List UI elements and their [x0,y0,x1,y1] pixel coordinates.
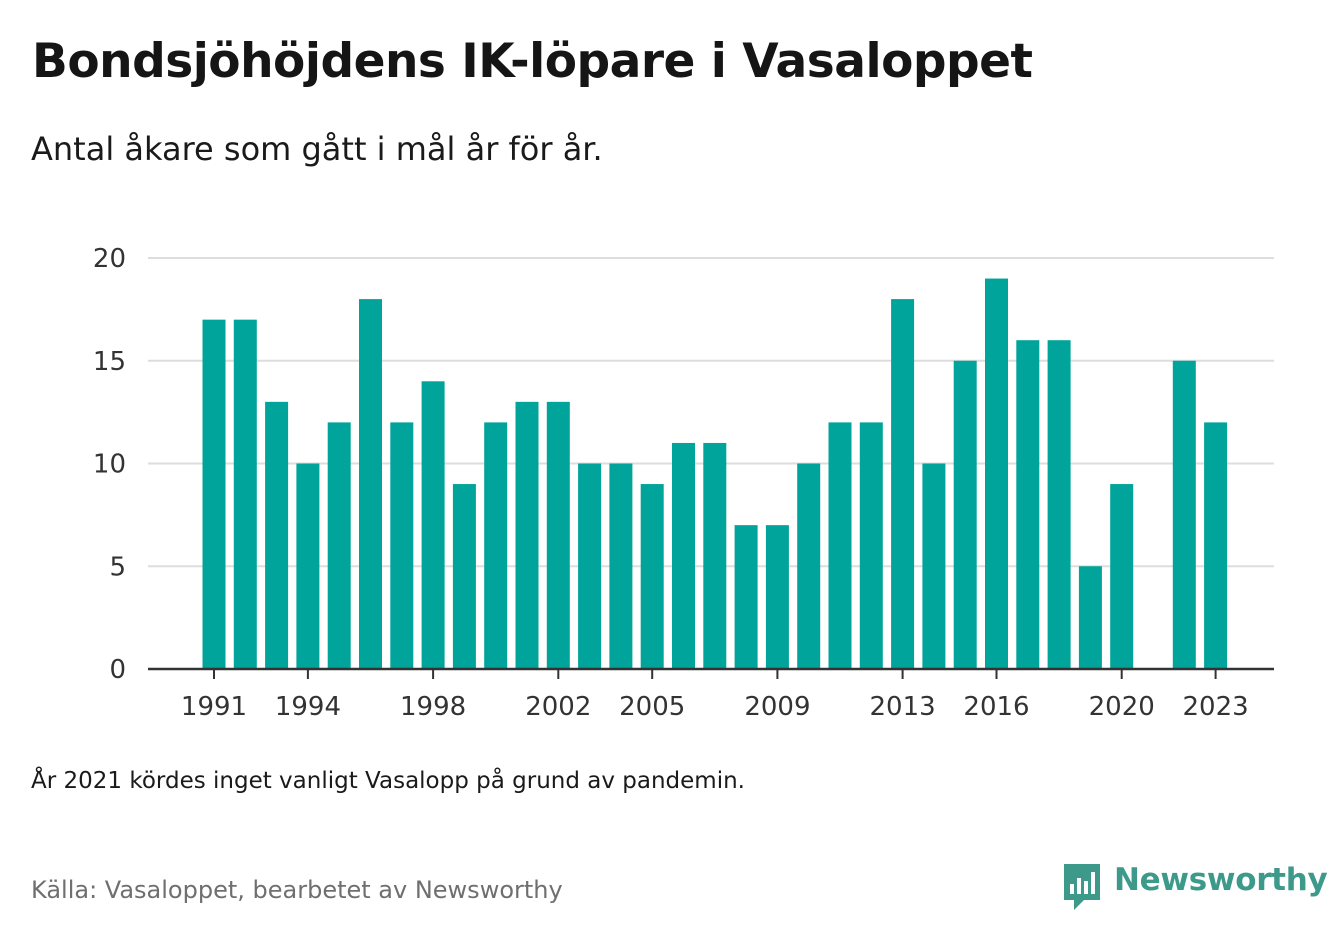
bar [859,422,883,669]
x-tick-label: 2013 [870,692,936,722]
x-tick-label: 2016 [963,692,1029,722]
x-tick-label: 1994 [275,692,341,722]
bar [765,525,789,669]
bar [985,278,1008,669]
x-tick-label: 2009 [744,692,810,722]
bar [1078,566,1102,669]
bar [1204,422,1228,669]
bar [390,422,414,669]
x-tick-label: 2002 [525,692,591,722]
chart-subtitle: Antal åkare som gått i mål år för år. [31,130,603,168]
bar [1110,484,1134,669]
y-tick-label: 10 [93,450,126,480]
bar [452,484,476,669]
bar [1047,340,1071,669]
chart-title: Bondsjöhöjdens IK-löpare i Vasaloppet [32,34,1033,89]
brand-name: Newsworthy [1114,862,1328,898]
bar [672,442,695,669]
bar [546,401,570,669]
bar [484,422,508,669]
bar [828,422,852,669]
bar [953,360,977,669]
x-tick-label: 2020 [1089,692,1155,722]
bar [640,484,664,669]
x-tick-label: 2023 [1183,692,1249,722]
source-credit: Källa: Vasaloppet, bearbetet av Newswort… [31,876,563,904]
bar [202,319,226,669]
y-tick-label: 20 [93,244,126,274]
bar [359,299,382,669]
x-axis [148,667,1274,679]
bar [265,401,289,669]
x-tick-label: 1991 [181,692,247,722]
newsworthy-logo: Newsworthy [1062,862,1328,912]
y-tick-label: 5 [109,552,126,582]
bar [734,525,758,669]
chart-note: År 2021 kördes inget vanligt Vasalopp på… [31,768,745,794]
bar [233,319,257,669]
x-tick-label: 2005 [619,692,685,722]
bar [327,422,351,669]
bar [922,463,946,669]
y-tick-label: 0 [109,655,126,685]
bar [296,463,320,669]
bars [202,278,1228,669]
x-tick-labels: 1991 1994 1998 2002 2005 2009 2013 2016 2020 2023 [181,692,1249,722]
bar [1016,340,1040,669]
y-tick-labels: 0 5 10 15 20 [93,244,126,685]
bar [797,463,821,669]
bar [891,299,915,669]
bar [609,463,633,669]
bar [703,442,727,669]
y-tick-label: 15 [93,347,126,377]
bar [1172,360,1196,669]
bar-chart-logo-icon [1064,864,1100,910]
bar [515,401,539,669]
x-tick-label: 1998 [400,692,466,722]
bar [421,381,445,669]
bar [578,463,602,669]
bar-chart: 0 5 10 15 20 1991 1994 1998 2002 2005 2009 2013 201… [93,244,1274,722]
